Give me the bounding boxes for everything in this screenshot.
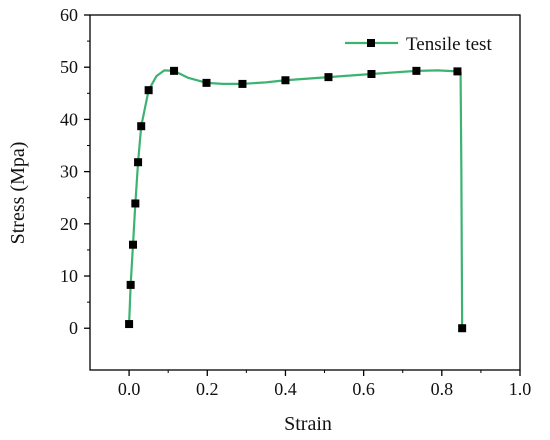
x-tick-label: 0.2 [196,379,219,399]
plot-frame [89,14,521,371]
y-tick-label: 40 [60,109,78,129]
y-tick-label: 10 [60,266,78,286]
x-axis-title: Strain [284,413,332,435]
x-tick-label: 0.4 [274,379,297,399]
y-tick-label: 20 [60,214,78,234]
data-point [281,76,290,85]
x-tick-label: 0.0 [118,379,141,399]
data-point [458,324,467,333]
legend: Tensile test [345,34,492,55]
data-point [137,122,146,131]
data-point [453,67,462,76]
data-point [202,78,211,87]
axis-ticks: 0.0 0.2 0.4 0.6 0.8 1.0 0 10 20 30 40 50 60 [60,5,531,399]
data-point [170,66,179,75]
data-point [129,240,137,249]
data-point [126,280,135,289]
y-tick-label: 60 [60,5,78,25]
legend-label: Tensile test [406,34,492,55]
x-tick-label: 0.6 [352,379,375,399]
data-point [131,199,140,208]
data-point [134,158,143,167]
data-point [412,66,421,75]
y-tick-label: 0 [69,318,78,338]
y-tick-label: 50 [60,57,78,77]
y-axis-title: Stress (Mpa) [7,142,29,245]
y-tick-label: 30 [60,162,78,182]
x-tick-label: 1.0 [509,379,532,399]
data-point [367,69,376,78]
data-point [144,86,153,95]
data-point [125,320,134,329]
series-layer [125,66,467,333]
data-point [324,73,333,82]
series-line [127,69,464,329]
legend-marker [367,39,375,47]
x-tick-label: 0.8 [431,379,454,399]
data-point [238,79,247,88]
